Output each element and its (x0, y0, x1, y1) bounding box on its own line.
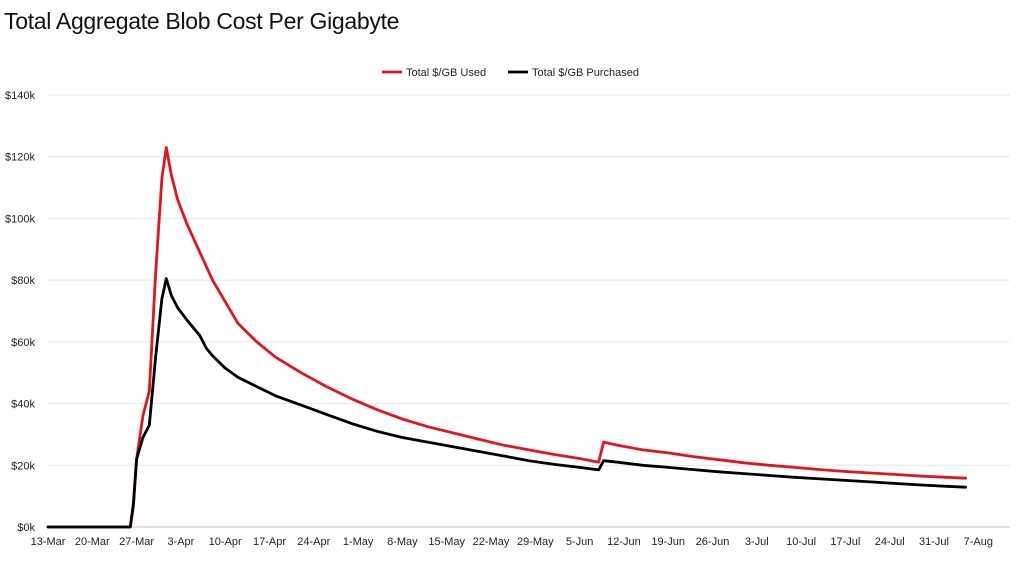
series-line-used (46, 146, 967, 529)
x-tick-label: 27-Mar (119, 536, 154, 548)
x-tick-label: 26-Jun (696, 536, 730, 548)
x-tick-label: 3-Apr (167, 536, 194, 548)
x-tick-label: 15-May (428, 536, 465, 548)
x-tick-label: 13-Mar (31, 536, 66, 548)
chart-title: Total Aggregate Blob Cost Per Gigabyte (4, 8, 400, 34)
x-tick-label: 10-Jul (786, 536, 816, 548)
series-lines (46, 146, 967, 529)
x-tick-label: 24-Jul (875, 536, 905, 548)
x-tick-label: 3-Jul (745, 536, 769, 548)
series-line-purchased (46, 277, 967, 529)
legend-label: Total $/GB Purchased (532, 67, 639, 79)
x-tick-label: 19-Jun (651, 536, 685, 548)
gridlines (48, 94, 1010, 466)
x-tick-label: 12-Jun (607, 536, 641, 548)
x-tick-label: 20-Mar (75, 536, 110, 548)
x-tick-label: 24-Apr (297, 536, 330, 548)
y-tick-label: $120k (5, 152, 35, 164)
x-tick-label: 22-May (473, 536, 510, 548)
x-axis-ticks: 13-Mar 20-Mar 27-Mar 3-Apr 10-Apr 17-Apr 24-Ap… (31, 536, 993, 548)
x-tick-label: 1-May (343, 536, 374, 548)
x-tick-label: 10-Apr (209, 536, 242, 548)
x-tick-label: 17-Jul (830, 536, 860, 548)
y-tick-label: $80k (11, 275, 35, 287)
y-tick-label: $60k (11, 337, 35, 349)
y-tick-label: $0k (17, 522, 35, 534)
x-tick-label: 31-Jul (919, 536, 949, 548)
y-tick-label: $140k (5, 90, 35, 102)
y-axis-ticks: $0k $20k $40k $60k $80k $100k $120k $140k (5, 90, 35, 534)
x-tick-label: 17-Apr (253, 536, 286, 548)
x-tick-label: 7-Aug (964, 536, 993, 548)
legend: Total $/GB Used Total $/GB Purchased (382, 67, 639, 79)
x-tick-label: 29-May (517, 536, 554, 548)
y-tick-label: $100k (5, 213, 35, 225)
x-tick-label: 5-Jun (566, 536, 594, 548)
y-tick-label: $40k (11, 399, 35, 411)
x-tick-label: 8-May (387, 536, 418, 548)
legend-label: Total $/GB Used (406, 67, 486, 79)
y-tick-label: $20k (11, 460, 35, 472)
